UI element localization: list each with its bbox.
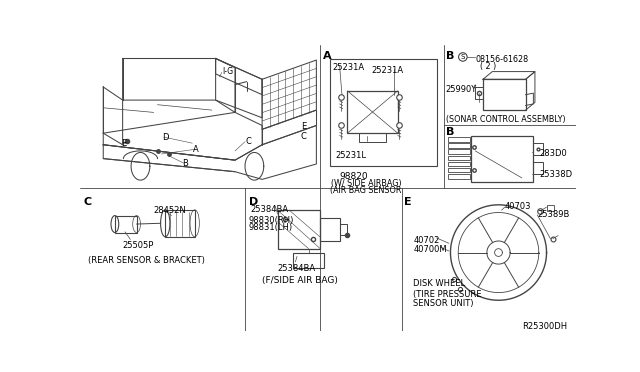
Bar: [448, 137, 470, 142]
Bar: [448, 155, 470, 160]
Text: 40702: 40702: [413, 235, 440, 245]
Bar: [348, 91, 397, 133]
Text: 25231A: 25231A: [371, 66, 404, 75]
Text: R25300DH: R25300DH: [522, 322, 567, 331]
Text: I-G: I-G: [222, 67, 233, 76]
Bar: [359, 133, 386, 142]
Text: A: A: [323, 51, 332, 61]
Text: B: B: [182, 158, 188, 168]
Text: (SONAR CONTROL ASSEMBLY): (SONAR CONTROL ASSEMBLY): [446, 115, 565, 125]
Text: E: E: [121, 139, 126, 148]
Text: 40703: 40703: [505, 202, 531, 212]
Text: C: C: [84, 197, 92, 207]
Bar: [278, 210, 320, 249]
Text: 40700M: 40700M: [413, 245, 447, 254]
Bar: [448, 143, 470, 148]
Text: A: A: [193, 145, 199, 154]
Text: ( 2 ): ( 2 ): [480, 62, 496, 71]
Text: 25990Y: 25990Y: [446, 85, 477, 94]
Text: 25338D: 25338D: [540, 170, 573, 179]
Text: DISK WHEEL: DISK WHEEL: [413, 279, 465, 289]
Bar: [448, 174, 470, 179]
Bar: [330, 58, 437, 166]
Bar: [293, 253, 324, 268]
Text: 25389B: 25389B: [537, 210, 570, 219]
Text: S: S: [461, 54, 465, 60]
Text: B: B: [446, 127, 454, 137]
Bar: [165, 210, 195, 237]
Text: 25505P: 25505P: [123, 241, 154, 250]
Bar: [448, 168, 470, 173]
Text: (W/ SIDE AIRBAG): (W/ SIDE AIRBAG): [331, 179, 402, 188]
Text: 25231A: 25231A: [333, 63, 365, 72]
Text: E: E: [404, 197, 412, 207]
Bar: [472, 135, 533, 182]
Text: B: B: [446, 51, 454, 61]
Text: 98831(LH): 98831(LH): [249, 223, 293, 232]
Bar: [448, 162, 470, 166]
Text: (TIRE PRESSURE: (TIRE PRESSURE: [413, 289, 482, 298]
Text: D: D: [249, 197, 258, 207]
Bar: [533, 143, 543, 155]
Text: E: E: [301, 122, 306, 131]
Text: 28452N: 28452N: [154, 206, 186, 215]
Text: (F/SIDE AIR BAG): (F/SIDE AIR BAG): [262, 276, 338, 285]
Text: 283D0: 283D0: [540, 150, 567, 158]
Text: 25231L: 25231L: [335, 151, 366, 160]
Text: C: C: [301, 132, 307, 141]
Text: SENSOR UNIT): SENSOR UNIT): [413, 299, 474, 308]
Text: 98820: 98820: [340, 172, 368, 181]
Text: C: C: [246, 137, 252, 146]
Bar: [320, 218, 340, 241]
Bar: [448, 150, 470, 154]
Text: D: D: [162, 133, 169, 142]
Text: 98830(RH): 98830(RH): [249, 216, 294, 225]
Text: (AIR BAG SENSOR: (AIR BAG SENSOR: [330, 186, 401, 195]
Text: 25384BA: 25384BA: [250, 205, 289, 214]
Bar: [547, 205, 554, 211]
Text: 25384BA: 25384BA: [278, 264, 316, 273]
Bar: [533, 163, 543, 174]
Text: 08156-61628: 08156-61628: [476, 55, 529, 64]
Text: (REAR SENSOR & BRACKET): (REAR SENSOR & BRACKET): [88, 256, 205, 265]
Bar: [115, 216, 136, 232]
